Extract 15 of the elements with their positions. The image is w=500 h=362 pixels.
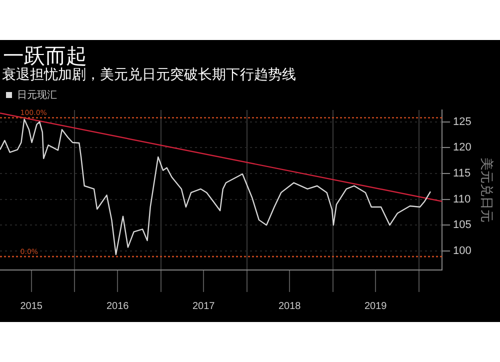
y-tick-label: 100 <box>453 244 472 257</box>
y-tick-label: 110 <box>453 193 471 206</box>
x-tick-label: 2017 <box>192 300 216 312</box>
x-tick-label: 2015 <box>20 300 43 312</box>
chart-subtitle: 衰退担忧加剧，美元兑日元突破长期下行趋势线 <box>2 66 296 84</box>
y-tick-label: 125 <box>453 116 472 128</box>
chart-title: 一跃而起 <box>3 43 87 68</box>
x-tick-label: 2018 <box>278 300 302 312</box>
y-tick-label: 115 <box>453 168 471 180</box>
legend-label: 日元现汇 <box>17 88 57 101</box>
x-tick-label: 2019 <box>364 300 388 312</box>
y-tick-label: 120 <box>453 142 472 154</box>
y-axis-title: 美元兑日元 <box>480 158 495 222</box>
x-tick-label: 2016 <box>106 300 130 312</box>
y-tick-label: 105 <box>453 219 472 232</box>
